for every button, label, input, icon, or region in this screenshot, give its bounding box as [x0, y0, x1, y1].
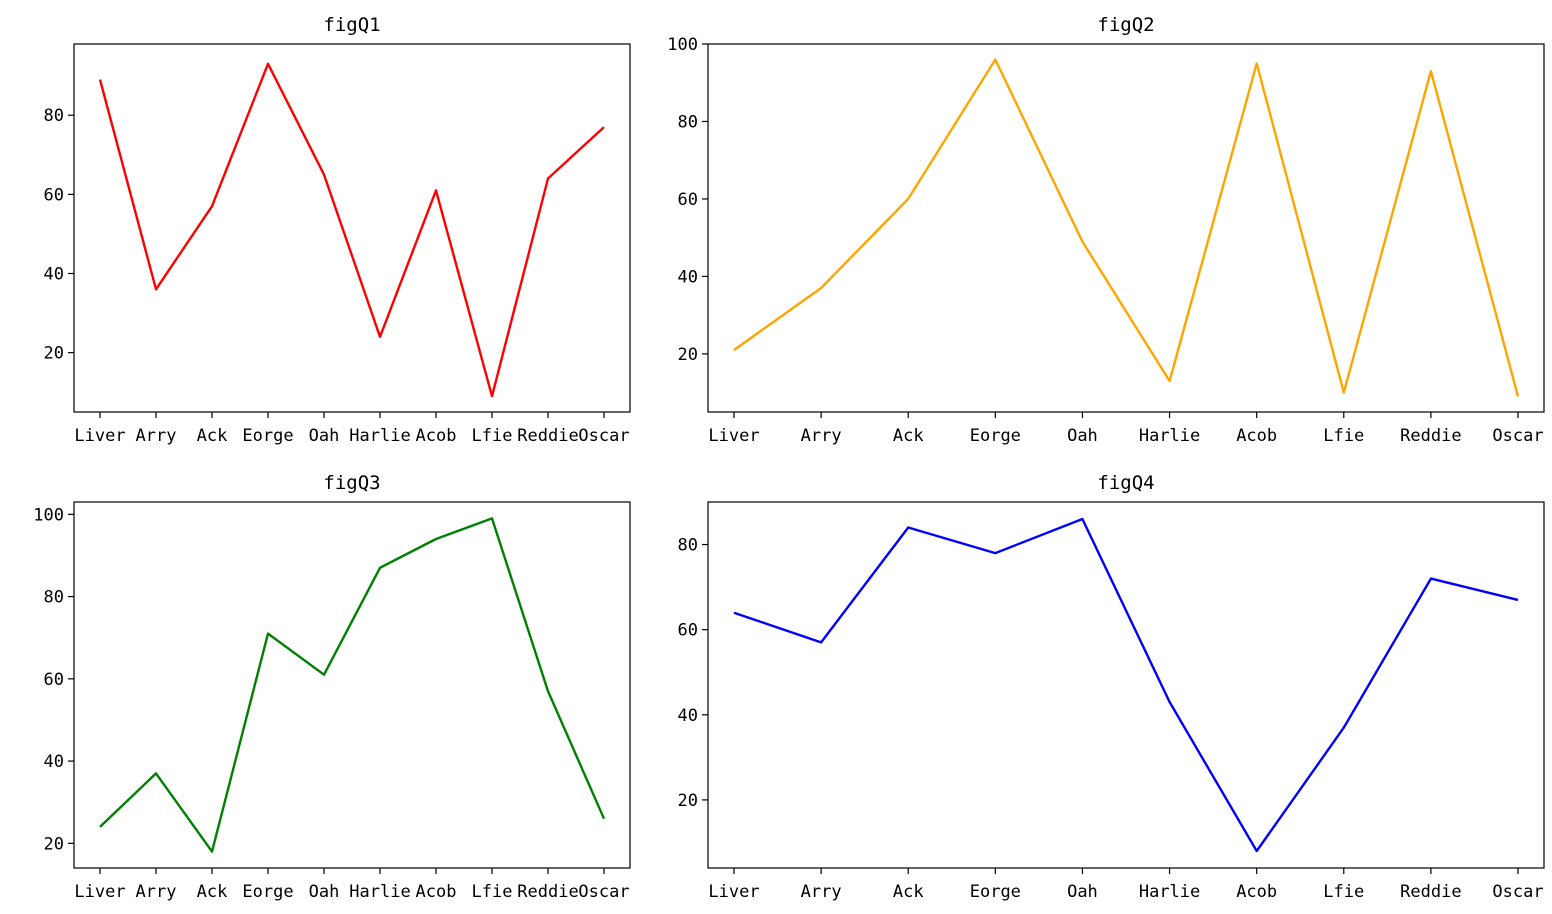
subplot-figq3: figQ3 20 40 60 80 100 Liver Arry Ack Eorge Oah Harl… [33, 472, 631, 902]
x-tick-label: Oah [1067, 426, 1098, 446]
x-tick-label: Oscar [1492, 882, 1543, 902]
x-tick-label: Eorge [242, 882, 293, 902]
x-tick-label: Reddie [517, 882, 578, 902]
y-tick-label: 80 [678, 536, 698, 556]
x-tick-label: Acob [1236, 882, 1277, 902]
y-tick-label: 60 [44, 185, 64, 205]
axes-frame [707, 43, 1545, 413]
y-tick-label: 100 [667, 35, 698, 55]
x-tick-label: Oah [309, 882, 340, 902]
y-tick-label: 20 [678, 345, 698, 365]
x-tick-label: Oscar [578, 882, 629, 902]
x-tick-label: Harlie [1139, 426, 1200, 446]
x-tick-label: Harlie [349, 882, 410, 902]
series-line [99, 517, 606, 853]
x-tick-label: Liver [708, 426, 759, 446]
y-tick-label: 20 [44, 344, 64, 364]
y-tick-label: 60 [44, 670, 64, 690]
y-tick-label: 80 [44, 588, 64, 608]
x-tick-label: Lfie [472, 882, 513, 902]
series-line [98, 62, 605, 398]
y-tick-label: 60 [678, 621, 698, 641]
y-tick-label: 40 [678, 267, 698, 287]
x-tick-label: Arry [136, 426, 177, 446]
x-tick-label: Liver [74, 426, 125, 446]
y-tick-label: 40 [44, 752, 64, 772]
x-tick-label: Lfie [472, 426, 513, 446]
y-tick-label: 20 [44, 834, 64, 854]
x-tick-label: Acob [416, 882, 457, 902]
axes-frame [707, 501, 1545, 869]
series-line [733, 58, 1520, 397]
chart-title: figQ4 [1097, 472, 1154, 494]
x-tick-label: Eorge [970, 882, 1021, 902]
chart-title: figQ2 [1097, 14, 1154, 36]
x-tick-label: Harlie [1139, 882, 1200, 902]
x-tick-label: Reddie [1400, 882, 1461, 902]
y-tick-label: 40 [44, 265, 64, 285]
y-tick-label: 100 [33, 505, 64, 525]
x-tick-label: Ack [893, 882, 924, 902]
x-tick-label: Acob [416, 426, 457, 446]
x-tick-label: Arry [136, 882, 177, 902]
series-line [733, 517, 1519, 853]
x-tick-label: Eorge [970, 426, 1021, 446]
x-tick-label: Harlie [349, 426, 410, 446]
subplot-figq4: figQ4 20 40 60 80 Liver Arry Ack Eorge Oah Harlie A… [678, 472, 1545, 902]
chart-title: figQ1 [323, 14, 380, 36]
x-tick-label: Ack [893, 426, 924, 446]
x-tick-label: Reddie [517, 426, 578, 446]
subplot-figq1: figQ1 20 40 60 80 Liver Arry Ack Eorge Oah Harlie A… [44, 14, 631, 446]
x-tick-label: Lfie [1323, 882, 1364, 902]
x-tick-label: Oscar [1492, 426, 1543, 446]
x-tick-label: Arry [801, 882, 842, 902]
x-tick-label: Liver [74, 882, 125, 902]
x-tick-label: Reddie [1400, 426, 1461, 446]
x-tick-label: Liver [708, 882, 759, 902]
x-tick-label: Ack [197, 426, 228, 446]
y-tick-label: 80 [678, 112, 698, 132]
y-tick-label: 60 [678, 190, 698, 210]
y-tick-label: 80 [44, 106, 64, 126]
x-tick-label: Oah [1067, 882, 1098, 902]
axes-frame [73, 501, 631, 869]
x-tick-label: Oah [309, 426, 340, 446]
x-tick-label: Acob [1236, 426, 1277, 446]
x-tick-label: Eorge [242, 426, 293, 446]
x-tick-label: Oscar [578, 426, 629, 446]
x-tick-label: Ack [197, 882, 228, 902]
x-tick-label: Lfie [1323, 426, 1364, 446]
subplot-figq2: figQ2 20 40 60 80 100 Liver Arry Ack Eorge Oah Harl… [667, 14, 1545, 446]
axes-frame [73, 43, 631, 413]
x-tick-label: Arry [801, 426, 842, 446]
y-tick-label: 20 [678, 791, 698, 811]
chart-title: figQ3 [323, 472, 380, 494]
y-tick-label: 40 [678, 706, 698, 726]
